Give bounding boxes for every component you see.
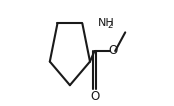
Text: NH: NH [98, 18, 114, 28]
Text: O: O [90, 90, 99, 103]
Text: O: O [108, 45, 117, 57]
Text: 2: 2 [108, 21, 113, 30]
